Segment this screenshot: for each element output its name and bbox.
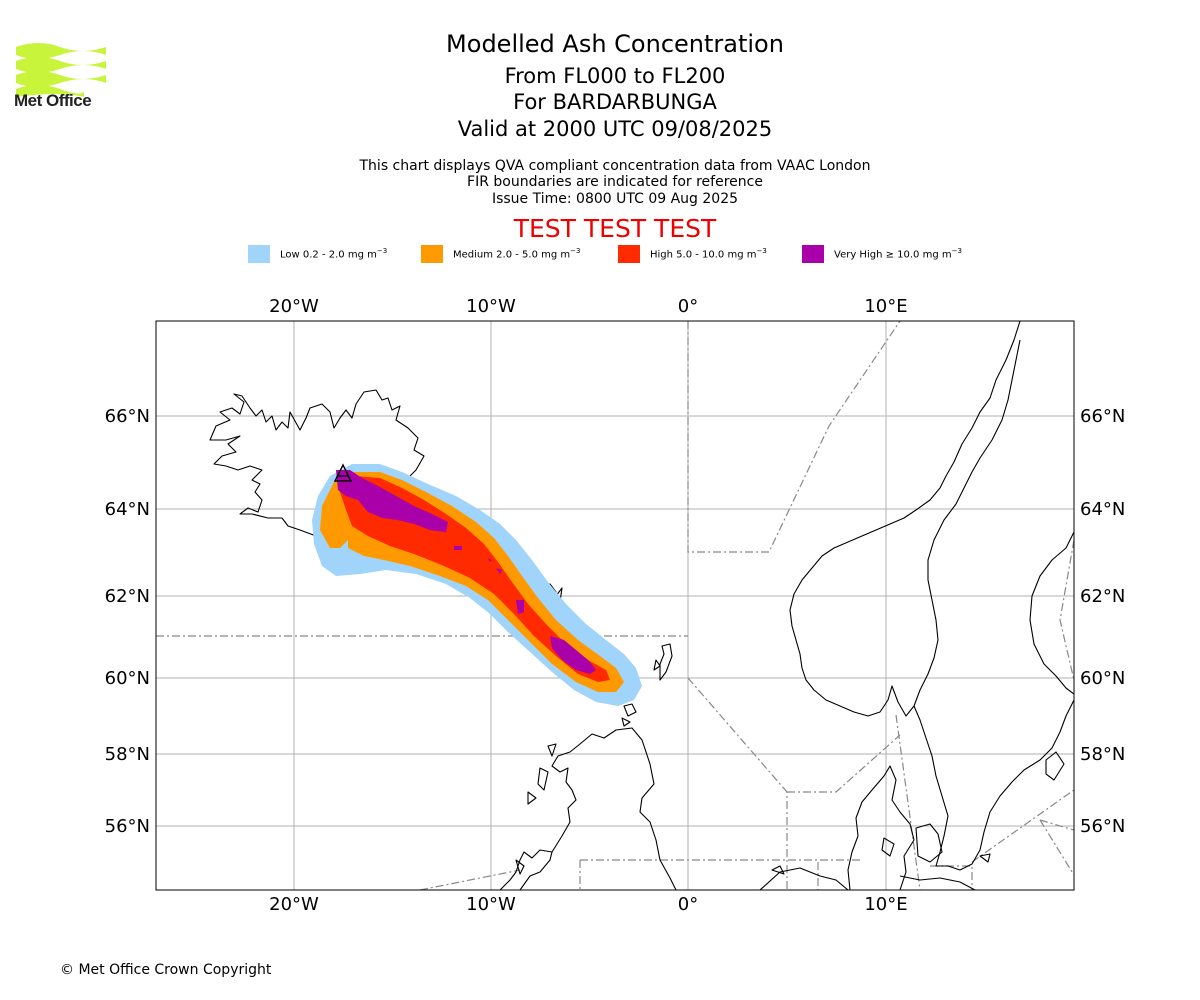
lat-tick-right: 60°N [1080, 668, 1125, 689]
test-banner: TEST TEST TEST [513, 214, 717, 243]
info-line-qva: This chart displays QVA compliant concen… [359, 158, 871, 174]
lat-tick-right: 58°N [1080, 744, 1125, 765]
volcano-name: For BARDARBUNGA [513, 90, 717, 114]
lat-tick-left: 62°N [105, 586, 150, 607]
legend-item-medium: Medium 2.0 - 5.0 mg m−3 [421, 244, 580, 264]
lon-tick-bottom: 0° [678, 894, 698, 915]
chart-title: Modelled Ash Concentration [446, 30, 784, 58]
lon-tick-top: 10°E [864, 296, 907, 317]
flight-level-range: From FL000 to FL200 [504, 64, 726, 88]
lat-tick-right: 62°N [1080, 586, 1125, 607]
tick-labels: 20°W 10°W 0° 10°E 20°W 10°W 0° 10°E 66°N… [105, 296, 1126, 915]
legend-item-low: Low 0.2 - 2.0 mg m−3 [248, 244, 387, 264]
legend-swatch-low [248, 245, 270, 263]
valid-time: Valid at 2000 UTC 09/08/2025 [457, 117, 773, 141]
lat-tick-right: 64°N [1080, 499, 1125, 520]
lat-tick-left: 64°N [105, 499, 150, 520]
ash-very-high [336, 470, 448, 532]
lon-tick-bottom: 10°E [864, 894, 907, 915]
met-office-logo-icon [16, 43, 106, 97]
volcano-triangle-icon [333, 463, 353, 482]
norway-coast [789, 321, 1021, 717]
lon-tick-top: 0° [678, 296, 698, 317]
legend-label-high: High 5.0 - 10.0 mg m [650, 249, 757, 261]
legend-label-low: Low 0.2 - 2.0 mg m [280, 249, 377, 261]
map-frame [155, 320, 1075, 891]
legend-swatch-high [618, 245, 640, 263]
legend-swatch-very-high [802, 245, 824, 263]
lon-tick-bottom: 20°W [269, 894, 319, 915]
ash-high [338, 476, 610, 682]
legend-label-very-high: Very High ≥ 10.0 mg m [834, 249, 952, 261]
legend-label-medium: Medium 2.0 - 5.0 mg m [453, 249, 571, 261]
lon-tick-top: 20°W [269, 296, 319, 317]
lat-tick-left: 60°N [105, 668, 150, 689]
logo-text: Met Office [14, 91, 92, 110]
info-line-fir: FIR boundaries are indicated for referen… [467, 174, 763, 190]
lon-tick-bottom: 10°W [466, 894, 516, 915]
lat-tick-left: 66°N [105, 406, 150, 427]
lon-tick-top: 10°W [466, 296, 516, 317]
ash-plume [312, 464, 642, 706]
lat-tick-left: 58°N [105, 744, 150, 765]
lat-tick-right: 66°N [1080, 406, 1125, 427]
legend-item-high: High 5.0 - 10.0 mg m−3 [618, 244, 767, 264]
legend-swatch-medium [421, 245, 443, 263]
issue-time: Issue Time: 0800 UTC 09 Aug 2025 [491, 191, 739, 207]
legend-item-very-high: Very High ≥ 10.0 mg m−3 [802, 244, 962, 264]
lat-tick-right: 56°N [1080, 816, 1125, 837]
scotland-coast [499, 727, 677, 890]
lat-tick-left: 56°N [105, 816, 150, 837]
coastlines [209, 321, 1074, 890]
graticule [156, 321, 1074, 890]
copyright-notice: © Met Office Crown Copyright [60, 962, 272, 978]
